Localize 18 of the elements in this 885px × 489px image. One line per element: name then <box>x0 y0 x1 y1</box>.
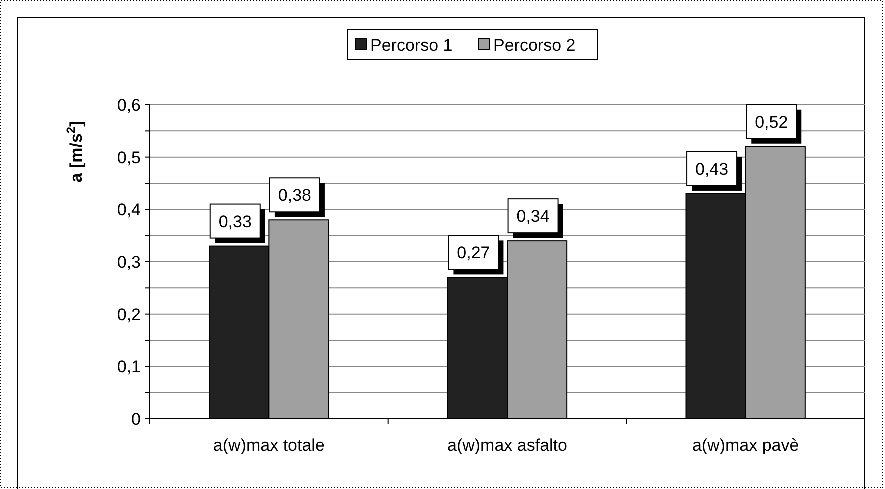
data-label: 0,52 <box>755 112 788 132</box>
y-tick-label: 0,5 <box>117 148 141 168</box>
legend-label: Percorso 2 <box>494 36 576 55</box>
x-tick-label: a(w)max pavè <box>692 436 800 455</box>
legend-label: Percorso 1 <box>370 36 453 55</box>
y-tick-label: 0,6 <box>117 96 141 115</box>
y-tick-label: 0 <box>132 410 141 429</box>
data-label: 0,33 <box>218 212 252 232</box>
data-label: 0,43 <box>695 160 729 179</box>
y-tick-label: 0,1 <box>117 358 141 377</box>
y-tick-label: 0,3 <box>117 253 141 272</box>
data-label: 0,38 <box>278 186 312 206</box>
y-tick-label: 0,4 <box>117 200 141 220</box>
x-tick-label: a(w)max asfalto <box>448 436 568 455</box>
x-tick-label: a(w)max totale <box>213 436 325 455</box>
y-tick-label: 0,2 <box>117 305 141 324</box>
data-label: 0,34 <box>516 207 550 226</box>
data-label: 0,27 <box>457 244 490 263</box>
